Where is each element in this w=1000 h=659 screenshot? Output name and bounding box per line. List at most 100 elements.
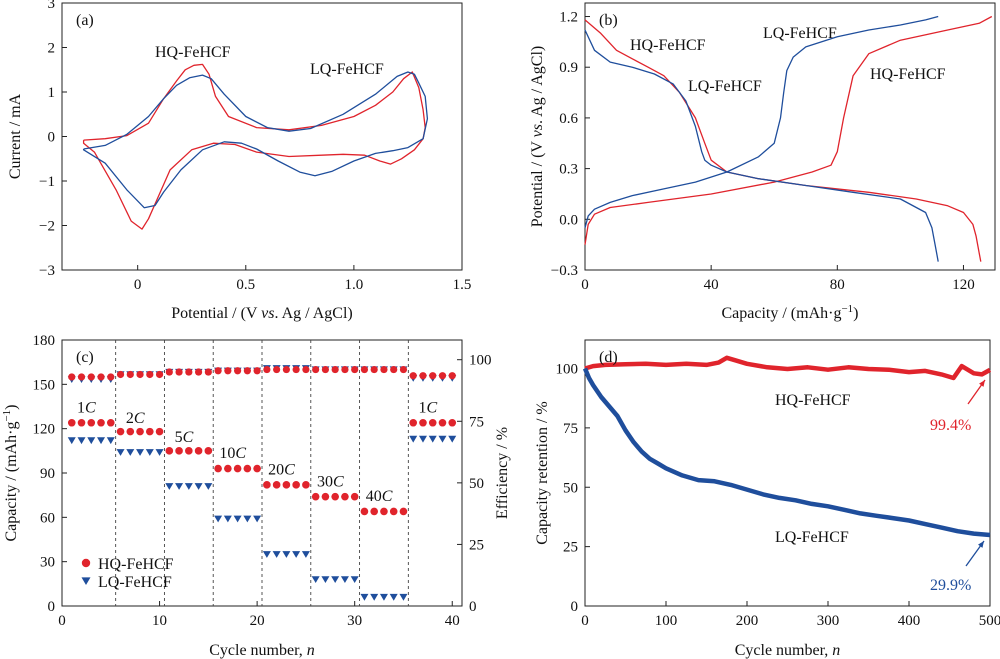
panel-a-ytick-label: 3 bbox=[48, 0, 56, 12]
panel-c-hq-efficiency-point bbox=[321, 365, 330, 374]
panel-d-value-hq: 99.4% bbox=[930, 417, 971, 434]
panel-c-hq-capacity-point bbox=[126, 427, 135, 436]
panel-c-hq-efficiency-point bbox=[263, 365, 271, 374]
panel-c-xtick-label: 20 bbox=[250, 613, 265, 629]
panel-c-y2tick-label: 25 bbox=[469, 537, 484, 553]
panel-c-hq-capacity-point bbox=[243, 464, 252, 473]
panel-c-hq-efficiency-point bbox=[243, 367, 251, 375]
panel-c-hq-capacity-point bbox=[282, 481, 291, 489]
panel-c-lq-capacity-point bbox=[311, 576, 320, 583]
panel-c-rate-label: 10C bbox=[219, 445, 246, 462]
panel-d-frame bbox=[584, 339, 991, 607]
panel-b-ytick-label: 0.6 bbox=[559, 111, 578, 127]
panel-d-annotation-hq: HQ-FeHCF bbox=[775, 392, 851, 409]
panel-d-xlabel: Cycle number, n bbox=[735, 642, 841, 659]
panel-d-xtick-label: 200 bbox=[736, 613, 759, 629]
panel-a-ylabel: Current / mA bbox=[7, 93, 24, 179]
panel-c-hq-efficiency-point bbox=[194, 368, 203, 376]
panel-c-legend-label-hq: HQ-FeHCF bbox=[98, 556, 174, 573]
panel-c-lq-capacity-point bbox=[438, 435, 447, 443]
panel-c-lq-capacity-point bbox=[340, 576, 349, 583]
panel-c-hq-capacity-point bbox=[233, 464, 242, 473]
panel-c-lq-capacity-point bbox=[282, 551, 291, 558]
panel-c-hq-efficiency-point bbox=[214, 367, 222, 375]
panel-d-xtick-label: 0 bbox=[581, 613, 589, 629]
panel-c-y2tick-label: 100 bbox=[469, 353, 492, 369]
panel-c-lq-capacity-point bbox=[165, 483, 174, 490]
panel-c-hq-efficiency-point bbox=[292, 365, 300, 374]
panel-c-hq-capacity-point bbox=[370, 507, 378, 516]
panel-d-series-lq-fehcf bbox=[582, 367, 991, 538]
panel-c-hq-capacity-point bbox=[389, 507, 398, 516]
panel-c-lq-capacity-point bbox=[292, 551, 301, 558]
panel-c-hq-capacity-point bbox=[253, 464, 261, 473]
panel-c-y2tick-label: 75 bbox=[469, 414, 484, 430]
panel-d-series-hq-fehcf bbox=[584, 355, 992, 381]
panel-c-hq-efficiency-point bbox=[282, 365, 290, 374]
panel-c-hq-efficiency-point bbox=[87, 373, 95, 381]
panel-c-hq-efficiency-point bbox=[175, 368, 183, 376]
panel-c-hq-capacity-point bbox=[438, 418, 447, 427]
panel-c-lq-capacity-point bbox=[87, 437, 96, 445]
panel-c-lq-capacity-point bbox=[223, 515, 232, 523]
panel-c-hq-efficiency-point bbox=[234, 367, 242, 375]
panel-c-hq-efficiency-point bbox=[224, 367, 232, 375]
panel-b-xtick-label: 40 bbox=[704, 277, 719, 293]
panel-c-rate-label: 30C bbox=[317, 473, 344, 490]
panel-c-lq-capacity-point bbox=[233, 515, 242, 523]
panel-d-xtick-label: 400 bbox=[898, 613, 921, 629]
panel-d-ylabel: Capacity retention / % bbox=[534, 401, 551, 545]
panel-c-hq-efficiency-point bbox=[351, 365, 359, 374]
panel-d-arrow-lq-head bbox=[978, 541, 984, 548]
panel-c-hq-capacity-point bbox=[350, 492, 359, 501]
panel-c-lq-capacity-point bbox=[360, 593, 369, 601]
panel-c-hq-efficiency-point bbox=[370, 365, 378, 374]
panel-c-lq-capacity-point bbox=[370, 593, 379, 601]
panel-c-ytick-label: 180 bbox=[33, 333, 56, 349]
panel-a-xtick-label: 1.0 bbox=[345, 277, 364, 293]
panel-c-ytick-label: 30 bbox=[40, 555, 55, 571]
panel-c-xtick-label: 0 bbox=[58, 613, 66, 629]
panel-c-hq-capacity-point bbox=[360, 507, 369, 516]
panel-c-lq-capacity-point bbox=[67, 437, 76, 445]
panel-c-hq-efficiency-point bbox=[312, 365, 320, 374]
panel-c-lq-capacity-point bbox=[409, 435, 418, 443]
panel-d-ytick-label: 75 bbox=[563, 421, 578, 437]
panel-c-hq-capacity-point bbox=[428, 418, 437, 427]
panel-c-hq-efficiency-point bbox=[341, 365, 349, 374]
panel-c-lq-capacity-point bbox=[418, 435, 427, 443]
panel-b-ytick-label: 0.0 bbox=[559, 212, 578, 228]
panel-d-label: (d) bbox=[599, 349, 618, 366]
panel-c-hq-efficiency-point bbox=[146, 370, 154, 379]
panel-c-lq-capacity-point bbox=[448, 435, 457, 443]
panel-b-xtick-label: 0 bbox=[581, 277, 589, 293]
panel-b-xtick-label: 80 bbox=[830, 277, 845, 293]
panel-d-annotation-lq: LQ-FeHCF bbox=[775, 529, 849, 546]
panel-c-lq-capacity-point bbox=[145, 449, 154, 456]
panel-d-ytick-label: 25 bbox=[563, 540, 578, 556]
panel-c-hq-capacity-point bbox=[155, 427, 164, 436]
panel-a-series-hq-fehcf bbox=[82, 63, 426, 230]
panel-c-hq-efficiency-point bbox=[97, 373, 105, 381]
panel-b-annotation-lq-discharge: LQ-FeHCF bbox=[688, 78, 762, 95]
panel-d-value-lq: 29.9% bbox=[930, 577, 971, 594]
panel-c-lq-capacity-point bbox=[116, 449, 125, 456]
panel-b-series-2 bbox=[584, 29, 939, 262]
panel-c-rate-label: 5C bbox=[175, 429, 194, 446]
panel-c-lq-capacity-point bbox=[428, 435, 437, 443]
panel-b-ytick-label: 0.3 bbox=[559, 162, 578, 178]
panel-c-hq-efficiency-point bbox=[331, 365, 339, 374]
panel-c-hq-efficiency-point bbox=[273, 365, 281, 374]
panel-c-lq-capacity-point bbox=[106, 437, 115, 445]
panel-c-rate-label: 1C bbox=[419, 399, 438, 416]
panel-c-hq-capacity-point bbox=[409, 418, 418, 427]
panel-c-xlabel: Cycle number, n bbox=[209, 642, 315, 659]
panel-c-ytick-label: 120 bbox=[33, 422, 56, 438]
panel-c-lq-capacity-point bbox=[321, 576, 330, 583]
panel-c-hq-capacity-point bbox=[292, 481, 300, 489]
panel-c-legend-marker-hq bbox=[81, 558, 91, 568]
panel-a-xtick-label: 0.5 bbox=[236, 277, 255, 293]
panel-a-ytick-label: 1 bbox=[48, 85, 56, 101]
panel-c-lq-capacity-point bbox=[175, 483, 184, 490]
